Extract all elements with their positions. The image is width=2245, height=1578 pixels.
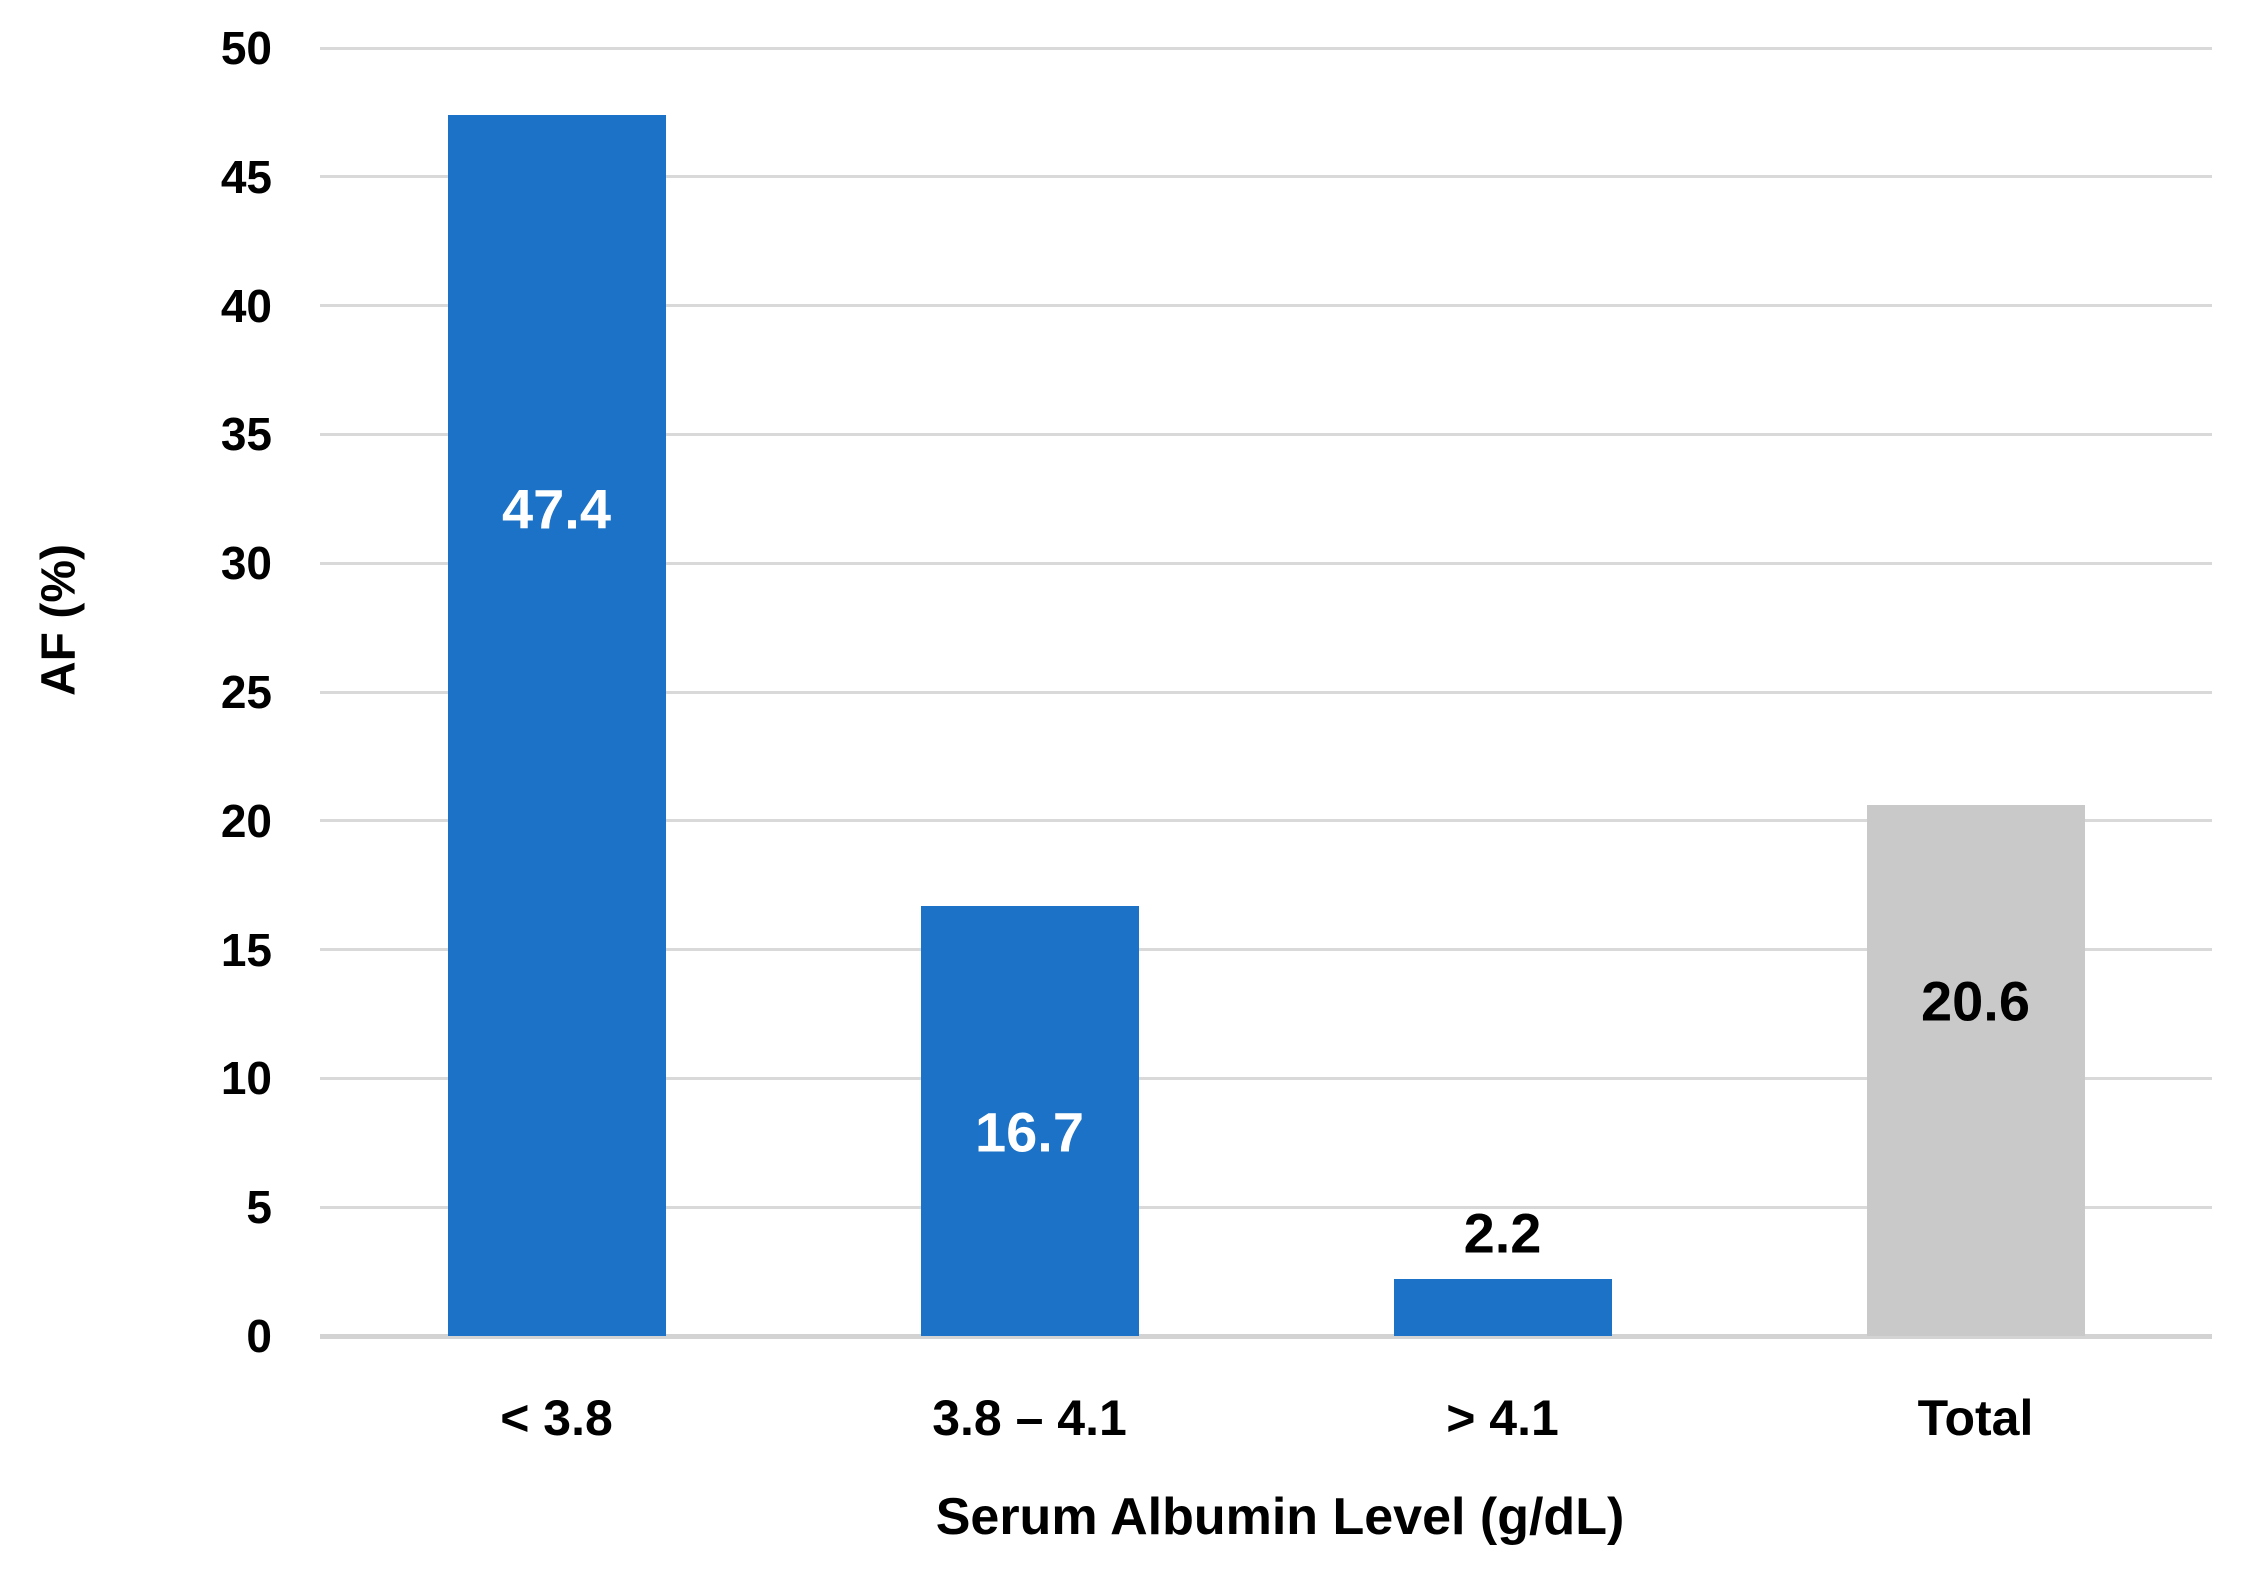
y-tick-label: 5 [246,1181,272,1234]
y-gridline [320,819,2212,823]
y-gridline [320,1205,2212,1209]
bar-3 [1393,1279,1612,1336]
y-gridline [320,175,2212,179]
y-gridline [320,432,2212,436]
y-tick-label: 45 [220,150,272,203]
data-label-4: 20.6 [1921,969,2030,1033]
y-tick-label: 15 [220,923,272,976]
bar-1 [447,114,666,1336]
y-tick-label: 35 [220,408,272,461]
y-tick-label: 30 [220,537,272,590]
y-gridline [320,948,2212,952]
x-category-label-4: Total [1917,1390,2034,1446]
data-label-3: 2.2 [1463,1201,1542,1265]
data-label-2: 16.7 [975,1100,1084,1164]
y-tick-label: 40 [220,279,272,332]
y-gridline [320,46,2212,50]
data-label-1: 47.4 [502,477,611,541]
bar-4 [1866,805,2085,1336]
y-gridline [320,561,2212,565]
x-axis-title: Serum Albumin Level (g/dL) [935,1488,1625,1546]
x-category-label-3: > 4.1 [1446,1390,1559,1446]
y-gridline [320,690,2212,694]
y-tick-label: 20 [220,794,272,847]
x-axis-line [320,1333,2212,1339]
x-category-label-1: < 3.8 [500,1390,613,1446]
bar-2 [920,905,1139,1336]
y-gridline [320,1076,2212,1080]
y-tick-label: 50 [220,22,272,74]
x-category-label-2: 3.8 – 4.1 [932,1390,1127,1446]
y-gridline [320,304,2212,308]
y-tick-label: 0 [246,1310,272,1362]
y-axis-title: AF (%) [32,544,86,696]
y-tick-label: 25 [220,666,272,718]
y-tick-label: 10 [220,1052,272,1105]
